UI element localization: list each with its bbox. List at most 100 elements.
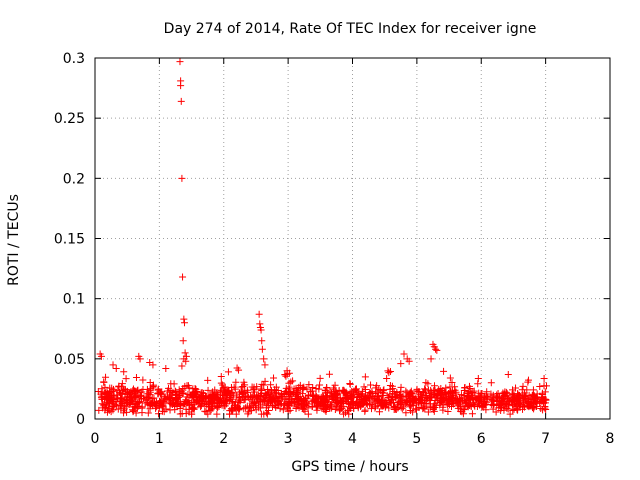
data-point — [370, 398, 378, 406]
data-point — [256, 320, 264, 328]
data-point — [150, 381, 158, 389]
data-point — [317, 395, 325, 403]
data-point — [222, 389, 230, 397]
data-point — [192, 393, 200, 401]
data-point — [120, 368, 128, 376]
y-tick-label: 0.2 — [63, 171, 85, 187]
data-point — [160, 399, 168, 407]
data-point — [167, 395, 175, 403]
data-point — [186, 391, 194, 399]
data-point — [506, 410, 514, 418]
data-point — [131, 387, 139, 395]
data-point — [267, 381, 275, 389]
data-point — [379, 396, 387, 404]
data-point — [132, 374, 140, 382]
data-point — [504, 370, 512, 378]
data-point — [99, 404, 107, 412]
data-point — [470, 387, 478, 395]
data-point — [524, 402, 532, 410]
data-point — [366, 400, 374, 408]
data-point — [318, 404, 326, 412]
data-point — [421, 385, 429, 393]
data-point — [413, 385, 421, 393]
data-point — [258, 380, 266, 388]
data-point — [101, 383, 109, 391]
data-point — [431, 397, 439, 404]
data-point — [135, 399, 143, 407]
data-point — [281, 395, 289, 403]
data-point — [393, 389, 401, 397]
data-point — [421, 405, 429, 413]
data-point — [103, 408, 111, 416]
data-point — [179, 389, 187, 397]
data-point — [476, 394, 484, 402]
data-point — [420, 389, 428, 397]
data-point — [208, 392, 216, 400]
data-point — [386, 390, 394, 398]
data-point — [524, 378, 532, 386]
data-point — [361, 406, 369, 414]
data-point — [530, 392, 538, 400]
data-point — [449, 390, 457, 398]
data-point — [160, 393, 168, 401]
data-point — [182, 357, 190, 365]
data-point — [250, 385, 258, 393]
y-tick-label: 0.25 — [54, 111, 85, 127]
data-point — [404, 391, 412, 399]
data-point — [446, 374, 454, 382]
data-point — [467, 403, 475, 411]
data-point — [204, 386, 212, 394]
data-point — [350, 405, 358, 413]
data-point — [270, 374, 278, 382]
data-point — [500, 392, 508, 400]
data-point — [180, 319, 188, 327]
data-point — [402, 387, 410, 395]
data-point — [493, 393, 501, 401]
data-point — [245, 408, 253, 416]
data-point — [300, 405, 308, 413]
data-point — [344, 394, 352, 402]
data-point — [499, 393, 507, 401]
data-point — [285, 394, 293, 402]
x-tick-label: 0 — [91, 431, 100, 447]
data-point — [134, 386, 142, 394]
data-point — [339, 398, 347, 406]
data-point — [192, 394, 200, 402]
data-point — [538, 391, 546, 399]
data-point — [319, 399, 327, 407]
data-point — [112, 364, 120, 372]
data-point — [216, 396, 224, 404]
data-point — [446, 383, 454, 391]
data-point — [232, 378, 240, 386]
data-point — [383, 374, 391, 382]
data-point — [292, 384, 300, 392]
x-tick-label: 2 — [219, 431, 228, 447]
data-point — [352, 385, 360, 393]
data-point — [337, 404, 345, 412]
data-point — [431, 382, 439, 390]
data-point — [304, 410, 312, 418]
data-point — [432, 345, 440, 353]
data-point — [139, 385, 147, 393]
data-point — [398, 395, 406, 403]
data-point — [312, 385, 320, 393]
data-point — [384, 393, 392, 401]
data-point — [357, 391, 365, 399]
data-point — [188, 403, 196, 411]
grid-lines — [95, 58, 610, 419]
data-point — [295, 400, 303, 408]
data-point — [433, 346, 441, 354]
data-point — [232, 410, 240, 418]
data-point — [219, 384, 227, 392]
y-tick-label: 0 — [76, 412, 85, 428]
data-point — [184, 382, 192, 390]
data-point — [348, 393, 356, 401]
data-point — [235, 366, 243, 374]
data-point — [457, 391, 465, 399]
x-axis-label: GPS time / hours — [291, 459, 408, 475]
data-point — [216, 388, 224, 396]
data-point — [513, 406, 521, 414]
data-point — [385, 369, 393, 377]
data-point — [451, 386, 459, 394]
